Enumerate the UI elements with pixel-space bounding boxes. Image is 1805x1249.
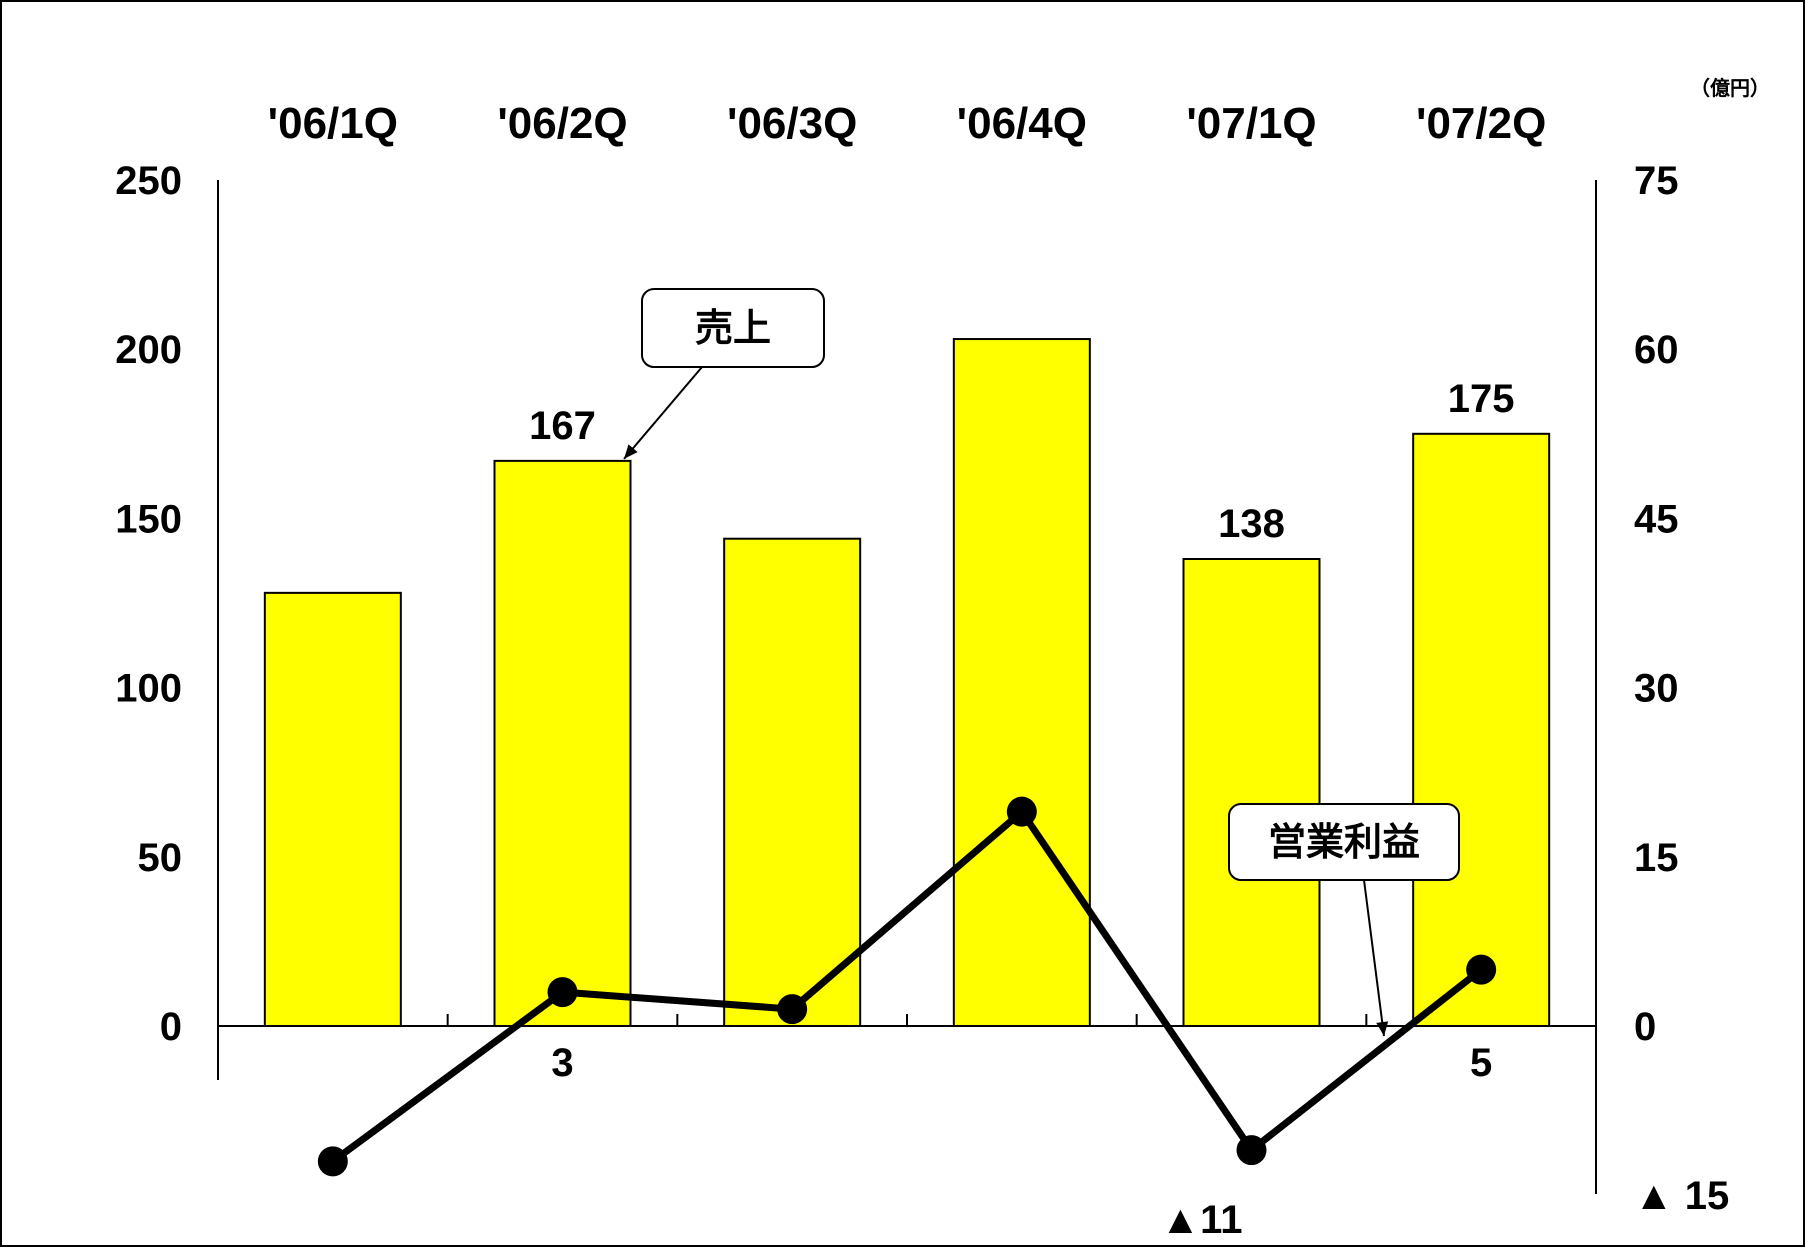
sales-data-labels: 167 138 175 [529, 377, 1514, 546]
right-tick-label: ▲ 15 [1634, 1174, 1729, 1218]
profit-line [317, 796, 1497, 1177]
category-label: '07/2Q [1416, 99, 1546, 148]
left-axis: 250 200 150 100 50 0 [115, 159, 219, 1080]
profit-marker [1466, 954, 1497, 985]
left-tick-label: 50 [138, 836, 183, 880]
left-tick-label: 250 [115, 159, 182, 203]
profit-marker [1236, 1135, 1267, 1166]
category-label: '06/2Q [497, 99, 627, 148]
sales-value-label: 138 [1218, 502, 1285, 546]
right-tick-label: 15 [1634, 836, 1679, 880]
profit-value-label: 5 [1470, 1041, 1492, 1085]
sales-bar [1412, 432, 1551, 1027]
category-label: '06/3Q [727, 99, 857, 148]
right-tick-label: 0 [1634, 1005, 1656, 1049]
profit-callout-label: 営業利益 [1268, 822, 1420, 864]
profit-value-label: 3 [551, 1041, 573, 1085]
left-tick-label: 150 [115, 497, 182, 541]
left-tick-label: 0 [160, 1005, 182, 1049]
profit-callout-leader [1363, 879, 1385, 1037]
profit-callout: 営業利益 [1228, 803, 1460, 1037]
left-tick-label: 100 [115, 667, 182, 711]
profit-marker [547, 977, 578, 1008]
sales-bar [263, 591, 402, 1028]
profit-marker [317, 1146, 348, 1177]
left-tick-label: 200 [115, 328, 182, 372]
profit-value-label: ▲11 [1161, 1198, 1243, 1242]
profit-line-path [330, 808, 1484, 1165]
category-label: '07/1Q [1186, 99, 1316, 148]
sales-callout-label: 売上 [695, 308, 771, 350]
right-tick-label: 75 [1634, 159, 1679, 203]
right-tick-label: 45 [1634, 497, 1679, 541]
profit-callout-box [1228, 803, 1460, 881]
baseline [218, 1014, 1596, 1027]
sales-callout: 売上 [623, 288, 825, 460]
sales-value-label: 167 [529, 404, 596, 448]
sales-callout-box [641, 288, 825, 368]
sales-bar [952, 338, 1091, 1028]
profit-data-labels: 3 ▲11 5 [551, 1041, 1492, 1242]
sales-callout-arrowhead [624, 444, 638, 459]
profit-marker [777, 994, 808, 1025]
sales-value-label: 175 [1448, 377, 1515, 421]
sales-bar [723, 537, 862, 1027]
sales-bars [263, 338, 1551, 1028]
unit-label: （億円） [1690, 76, 1770, 100]
right-tick-label: 30 [1634, 667, 1679, 711]
sales-callout-leader [623, 366, 703, 460]
right-axis: 75 60 45 30 15 0 ▲ 15 [1595, 159, 1729, 1218]
sales-bar [493, 459, 632, 1027]
profit-marker [1006, 796, 1037, 827]
sales-bar [1182, 558, 1321, 1027]
category-label: '06/4Q [957, 99, 1087, 148]
profit-callout-arrowhead [1376, 1021, 1389, 1036]
category-label: '06/1Q [268, 99, 398, 148]
right-tick-label: 60 [1634, 328, 1679, 372]
category-labels: '06/1Q '06/2Q '06/3Q '06/4Q '07/1Q '07/2Q [268, 99, 1547, 148]
